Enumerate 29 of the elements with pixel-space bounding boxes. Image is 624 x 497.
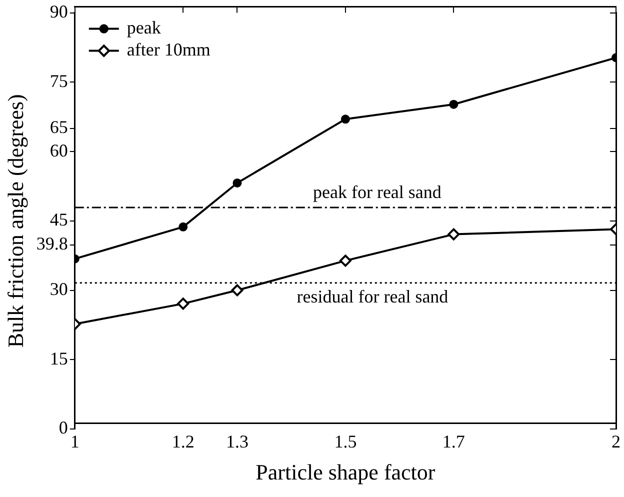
point	[232, 178, 242, 188]
x-tick-label: 1.2	[172, 432, 194, 452]
x-tick-label: 2	[612, 432, 620, 452]
legend-label: peak	[126, 18, 161, 38]
y-tick-label: 90	[50, 2, 68, 22]
y-tick-label: 30	[50, 279, 68, 299]
y-tick-label: 65	[50, 117, 68, 138]
point	[340, 114, 350, 124]
y-tick-label: 0	[58, 418, 68, 438]
y-tick-label: 45	[50, 210, 68, 230]
point	[231, 284, 244, 296]
ref-line-label: residual for real sand	[296, 286, 448, 307]
x-tick-label: 1.5	[334, 432, 357, 452]
x-tick-label: 1.7	[442, 432, 465, 452]
x-tick-label: 1	[70, 432, 80, 452]
y-tick-label: 39.8	[36, 234, 68, 254]
point	[177, 298, 190, 310]
y-tick-label: 60	[50, 140, 68, 160]
point	[339, 254, 352, 267]
ref-line-label: peak for real sand	[312, 182, 442, 202]
point	[449, 100, 458, 109]
y-tick-label: 15	[50, 348, 68, 368]
point	[178, 222, 188, 232]
x-axis-title: Particle shape factor	[256, 460, 436, 485]
legend-label: after 10mm	[126, 40, 210, 60]
y-axis-title: Bulk friction angle (degrees)	[2, 94, 28, 348]
x-tick-label: 1.3	[226, 432, 248, 452]
y-tick-label: 75	[50, 70, 68, 91]
point	[448, 228, 460, 240]
